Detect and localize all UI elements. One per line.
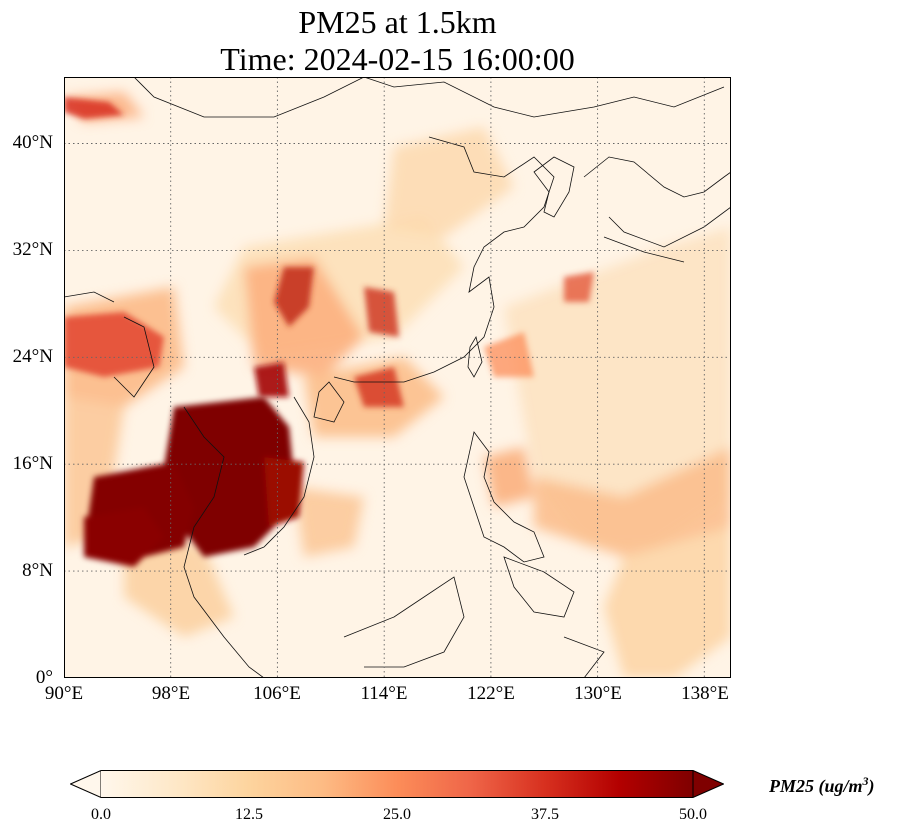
map-title-line-2: Time: 2024-02-15 16:00:00 xyxy=(220,41,575,77)
colorbar-tick-37-5: 37.5 xyxy=(531,806,559,823)
map-border xyxy=(64,77,731,678)
lat-label-8n: 8°N xyxy=(22,560,53,581)
gridlines xyxy=(64,77,731,678)
colorbar xyxy=(70,770,724,798)
colorbar-min-extend xyxy=(70,770,102,798)
lat-label-16n: 16°N xyxy=(12,453,53,474)
colorbar-gradient xyxy=(101,770,693,798)
lat-label-24n: 24°N xyxy=(12,346,53,367)
lon-label-106e: 106°E xyxy=(253,683,301,704)
lat-label-0: 0° xyxy=(35,667,53,688)
pm25-high-layer xyxy=(64,97,594,407)
colorbar-max-extend xyxy=(692,770,724,798)
colorbar-tick-25: 25.0 xyxy=(383,806,411,823)
lon-label-114e: 114°E xyxy=(360,683,408,704)
coastlines xyxy=(64,77,731,678)
lon-label-130e: 130°E xyxy=(574,683,622,704)
colorbar-tick-0: 0.0 xyxy=(91,806,111,823)
lat-label-40n: 40°N xyxy=(12,132,53,153)
lon-label-138e: 138°E xyxy=(681,683,729,704)
lat-label-32n: 32°N xyxy=(12,239,53,260)
pm25-map xyxy=(64,77,731,678)
colorbar-tick-50: 50.0 xyxy=(679,806,707,823)
colorbar-label: PM25 (ug/m3) xyxy=(769,774,875,796)
lon-label-122e: 122°E xyxy=(467,683,515,704)
lon-label-98e: 98°E xyxy=(151,683,191,704)
pm25-very-high-layer xyxy=(84,397,304,567)
colorbar-tick-12-5: 12.5 xyxy=(235,806,263,823)
lon-label-90e: 90°E xyxy=(44,683,84,704)
map-title-line-1: PM25 at 1.5km xyxy=(298,4,497,40)
